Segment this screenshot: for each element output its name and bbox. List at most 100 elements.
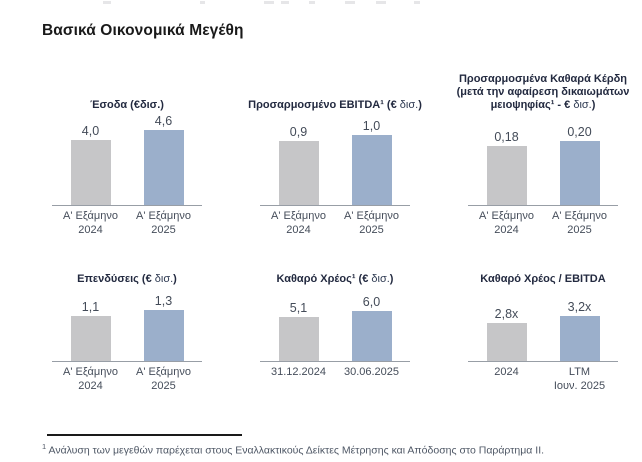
bar-value-label: 4,0 (81, 124, 100, 138)
bar-value-label: 0,18 (494, 130, 519, 144)
tick-label-line: 2024 (494, 366, 519, 378)
tick-label-line: Α' Εξάμηνο (552, 210, 607, 222)
footnote: 1 Ανάλυση των μεγεθών παρέχεται στους Εν… (42, 442, 612, 458)
chart-title-text: (μετά την αφαίρεση δικαιωμάτων (456, 86, 630, 98)
chart-axis-area: 0,18 0,20 (468, 112, 618, 206)
bar-group: 2,8x (486, 307, 527, 361)
chart-title: Επενδύσεις (€ δισ.) (32, 264, 222, 286)
bar (351, 311, 392, 361)
tick-label: Α' Εξάμηνο 2024 (59, 210, 123, 238)
tick-label: Α' Εξάμηνο 2025 (132, 366, 196, 394)
bar (143, 310, 184, 361)
tick-label: Α' Εξάμηνο 2025 (132, 210, 196, 238)
chart-title-unit: δισ. (399, 99, 419, 111)
chart-title-text: Καθαρό Χρέος¹ (€ (276, 273, 372, 285)
chart-title-text: Έσοδα (€δισ.) (90, 99, 164, 111)
tick-label-line: 2025 (359, 223, 384, 236)
bar (486, 146, 527, 205)
chart-title-line: Προσαρμοσμένο EBITDA¹ (€ δισ.) (248, 99, 422, 112)
bar-value-label: 2,8x (494, 307, 519, 321)
bar-group: 6,0 (351, 295, 392, 361)
bar (559, 141, 600, 205)
bar-group: 0,9 (278, 125, 319, 205)
bar-value-label: 6,0 (362, 295, 381, 309)
bar-group: 1,3 (143, 294, 184, 361)
tick-label-line: 2024 (78, 379, 103, 392)
chart-cell-5: Καθαρό Χρέος¹ (€ δισ.) 5,1 6,0 31.12.2024 30… (240, 264, 430, 394)
chart-cell-2: Προσαρμοσμένο EBITDA¹ (€ δισ.) 0,9 1,0 Α' Ε… (240, 66, 430, 238)
chart-title-unit: δισ. (371, 273, 390, 285)
bar-value-label: 0,20 (567, 125, 592, 139)
chart-plot: 0,9 1,0 (240, 112, 430, 206)
chart-title-unit: δισ. (573, 99, 592, 111)
chart-title: Προσαρμοσμένα Καθαρά Κέρδη (μετά την αφαί… (448, 66, 638, 112)
tick-label-line: 2025 (567, 223, 592, 236)
chart-title-text: Καθαρό Χρέος / EBITDA (480, 273, 606, 285)
chart-title-text: Προσαρμοσμένα Καθαρά Κέρδη (458, 73, 628, 85)
chart-title-line: Έσοδα (€δισ.) (90, 99, 164, 112)
chart-cell-3: Προσαρμοσμένα Καθαρά Κέρδη (μετά την αφαί… (448, 66, 638, 238)
bar (278, 141, 319, 205)
chart-title-line: Επενδύσεις (€ δισ.) (77, 273, 177, 286)
chart-title: Καθαρό Χρέος / EBITDA (448, 264, 638, 286)
tick-label-line: 2025 (151, 379, 176, 392)
chart-title: Έσοδα (€δισ.) (32, 66, 222, 112)
tick-label: 30.06.2025 (340, 366, 404, 380)
tick-label: Α' Εξάμηνο 2024 (267, 210, 331, 238)
bar-group: 1,1 (70, 300, 111, 361)
chart-title-text: Επενδύσεις (€ (77, 273, 155, 285)
bar-value-label: 1,1 (81, 300, 100, 314)
chart-ticks: 31.12.2024 30.06.2025 (240, 366, 430, 380)
footnote-text: Ανάλυση των μεγεθών παρέχεται στους Εναλ… (48, 444, 545, 457)
tick-label: Α' Εξάμηνο 2025 (340, 210, 404, 238)
bar-group: 4,0 (70, 124, 111, 205)
bar-value-label: 5,1 (289, 301, 308, 315)
chart-title-line: μειοψηφίας¹ - € δισ.) (491, 99, 596, 112)
bar (486, 323, 527, 361)
chart-title-text: ) (389, 273, 394, 285)
tick-label: LTM Ιουν. 2025 (548, 366, 612, 394)
footnote-divider (47, 434, 242, 436)
chart-title-text: ) (418, 99, 422, 111)
chart-title-text: μειοψηφίας¹ - € (490, 99, 574, 111)
bar-value-label: 4,6 (154, 114, 173, 128)
tick-label-line: 2024 (78, 223, 103, 236)
chart-axis-area: 0,9 1,0 (260, 112, 410, 206)
bar (70, 140, 111, 205)
bar (70, 316, 111, 361)
chart-title-text: Προσαρμοσμένο EBITDA¹ (€ (248, 99, 400, 111)
footnote-marker: 1 (42, 442, 47, 451)
chart-ticks: Α' Εξάμηνο 2024 Α' Εξάμηνο 2025 (448, 210, 638, 238)
bar (559, 316, 600, 361)
bar-group: 5,1 (278, 301, 319, 361)
tick-label-line: Α' Εξάμηνο (271, 210, 326, 222)
chart-cell-6: Καθαρό Χρέος / EBITDA 2,8x 3,2x 2024 LTM Ιουν… (448, 264, 638, 394)
tick-label-line: Α' Εξάμηνο (136, 210, 191, 222)
chart-title: Προσαρμοσμένο EBITDA¹ (€ δισ.) (240, 66, 430, 112)
chart-title-unit: δισ. (154, 273, 174, 285)
tick-label-line: 30.06.2025 (343, 366, 400, 378)
chart-axis-area: 5,1 6,0 (260, 286, 410, 362)
chart-plot: 5,1 6,0 (240, 286, 430, 362)
chart-plot: 1,1 1,3 (32, 286, 222, 362)
chart-title: Καθαρό Χρέος¹ (€ δισ.) (240, 264, 430, 286)
chart-plot: 0,18 0,20 (448, 112, 638, 206)
chart-title-text: ) (591, 99, 596, 111)
bar-value-label: 1,3 (154, 294, 173, 308)
tick-label-line: 2025 (151, 223, 176, 236)
tick-label-line: Α' Εξάμηνο (344, 210, 399, 222)
chart-plot: 2,8x 3,2x (448, 286, 638, 362)
tick-label-line: Α' Εξάμηνο (479, 210, 534, 222)
chart-ticks: Α' Εξάμηνο 2024 Α' Εξάμηνο 2025 (32, 210, 222, 238)
chart-title-line: (μετά την αφαίρεση δικαιωμάτων (457, 86, 630, 99)
charts-row-2: Επενδύσεις (€ δισ.) 1,1 1,3 Α' Εξάμηνο 2024 Α… (32, 264, 638, 394)
chart-cell-4: Επενδύσεις (€ δισ.) 1,1 1,3 Α' Εξάμηνο 2024 Α… (32, 264, 222, 394)
chart-axis-area: 1,1 1,3 (52, 286, 202, 362)
bar-value-label: 0,9 (289, 125, 308, 139)
tick-label-line: 31.12.2024 (270, 366, 327, 378)
page-title: Βασικά Οικονομικά Μεγέθη (42, 22, 244, 39)
tick-label: Α' Εξάμηνο 2024 (475, 210, 539, 238)
tick-label-line: Α' Εξάμηνο (63, 366, 118, 378)
tick-label-line: 2024 (494, 223, 519, 236)
